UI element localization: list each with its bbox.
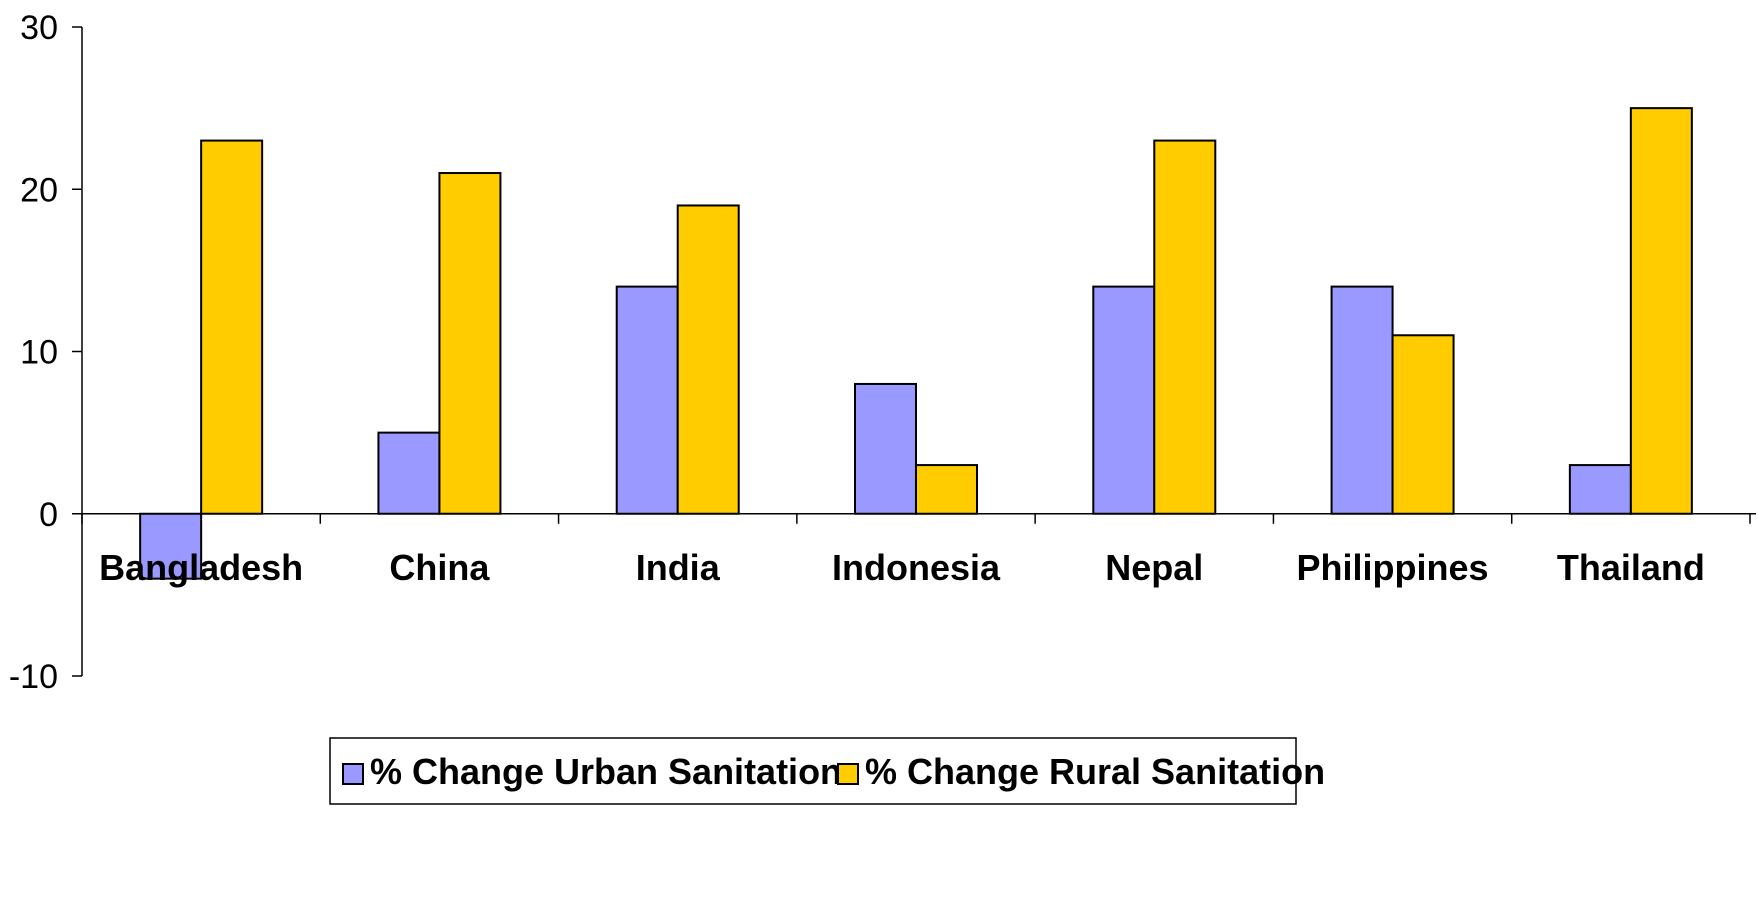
bar-urban-nepal [1092,285,1156,515]
category-label-thailand: Thailand [1557,547,1705,588]
legend-swatch-urban [342,763,364,785]
category-label-nepal: Nepal [1105,547,1203,588]
bar-rural-india [676,204,740,515]
bar-urban-philippines [1330,285,1394,515]
bar-rural-indonesia [915,464,978,515]
bar-urban-india [615,285,679,515]
category-label-bangladesh: Bangladesh [99,547,303,588]
category-label-philippines: Philippines [1297,547,1489,588]
y-tick-label: 30 [20,9,58,47]
bar-urban-china [377,431,441,515]
bar-rural-thailand [1629,107,1693,515]
category-label-indonesia: Indonesia [832,547,1001,588]
category-label-china: China [389,547,490,588]
bars-layer [139,107,1693,580]
legend-swatch-rural [837,763,859,785]
bar-rural-nepal [1153,139,1217,515]
y-tick-label: 10 [20,334,58,372]
legend-label-urban: % Change Urban Sanitation [370,751,842,792]
legend-box [329,737,1297,805]
y-tick-label: -10 [9,658,58,696]
bar-urban-indonesia [854,382,917,515]
bar-urban-thailand [1568,464,1632,515]
legend-label-rural: % Change Rural Sanitation [865,751,1325,792]
legend: % Change Urban Sanitation % Change Rural … [329,737,1325,805]
axes-layer [72,26,1756,677]
y-tick-label: 20 [20,171,58,209]
bar-rural-china [438,172,502,515]
y-tick-label: 0 [39,496,58,534]
bar-urban-bangladesh [139,512,203,580]
bar-rural-philippines [1391,334,1455,515]
bar-rural-bangladesh [200,139,264,515]
labels-layer: -10 0 10 20 30 Bangladesh China India Indonesia N… [9,9,1705,696]
category-label-india: India [636,547,721,588]
